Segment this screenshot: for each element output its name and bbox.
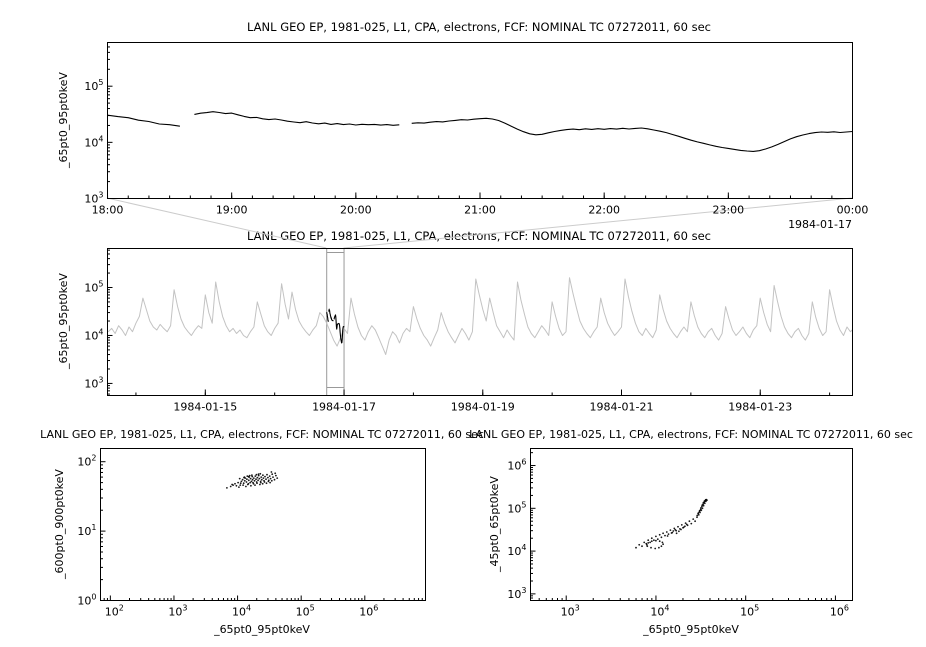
log-tick-label: 106 — [359, 604, 378, 619]
log-tick-label: 103 — [168, 604, 187, 619]
zoom-connectors — [106, 197, 853, 249]
log-tick-label: 105 — [740, 604, 759, 619]
context-plot-ylabel: _65pt0_95pt0keV — [57, 273, 70, 370]
log-tick-label: 105 — [84, 78, 103, 93]
plot-scatter-45-65[interactable]: 103 104 105 106 103 104 105 106 — [507, 448, 853, 619]
scatter-left-xlabel: _65pt0_95pt0keV — [213, 623, 310, 636]
x-tick-label: 21:00 — [464, 204, 496, 217]
y-axis: 100 101 102 — [77, 454, 106, 608]
x-axis: 102 103 104 105 106 — [100, 595, 426, 619]
plot-top-detail[interactable]: 18:00 19:00 20:00 21:00 22:00 23:00 00:0010310… — [84, 42, 869, 217]
scatter-right-xlabel: _65pt0_95pt0keV — [642, 623, 739, 636]
plot-frame — [107, 248, 853, 396]
y-axis: 103 104 105 — [84, 42, 113, 206]
log-tick-label: 105 — [84, 279, 103, 294]
x-tick-label: 20:00 — [340, 204, 372, 217]
scatter-right-ylabel: _45pt0_65pt0keV — [488, 476, 501, 573]
scatter-right-title: LANL GEO EP, 1981-025, L1, CPA, electron… — [469, 428, 913, 441]
series-electron-flux-65-95keV — [107, 111, 853, 152]
x-tick-label: 1984-01-23 — [728, 401, 792, 414]
x-axis: 1984-01-15 1984-01-17 1984-01-19 1984-01-21… — [135, 389, 831, 414]
x-tick-label: 19:00 — [216, 204, 248, 217]
y-axis: 103 104 105 106 — [507, 452, 536, 601]
plot-frame — [100, 448, 426, 601]
x-tick-label: 1984-01-15 — [173, 401, 237, 414]
log-tick-label: 106 — [507, 458, 526, 473]
x-tick-label: 23:00 — [712, 204, 744, 217]
log-tick-label: 103 — [84, 375, 103, 390]
top-plot-title: LANL GEO EP, 1981-025, L1, CPA, electron… — [247, 20, 711, 34]
plot-context-overview[interactable]: 1984-01-15 1984-01-17 1984-01-19 1984-01-21… — [84, 248, 853, 414]
log-tick-label: 105 — [296, 604, 315, 619]
x-axis: 18:00 19:00 20:00 21:00 22:00 23:00 00:00 — [92, 192, 869, 217]
plot-frame — [107, 42, 853, 199]
log-tick-label: 103 — [84, 191, 103, 206]
log-tick-label: 100 — [77, 593, 96, 608]
scatter-points-600-900keV-vs-65-95keV — [226, 471, 279, 489]
log-tick-label: 104 — [84, 327, 103, 342]
series-context-flux-65-95keV — [107, 277, 853, 355]
x-tick-label: 1984-01-17 — [312, 401, 376, 414]
plot-scatter-600-900[interactable]: 102 103 104 105 106 100 101 102 — [77, 448, 426, 619]
x-tick-label: 18:00 — [92, 204, 124, 217]
x-axis: 103 104 105 106 — [530, 595, 849, 619]
plot-frame — [530, 448, 853, 601]
log-tick-label: 101 — [77, 523, 96, 538]
top-plot-ylabel: _65pt0_95pt0keV — [57, 72, 70, 169]
x-tick-label: 1984-01-21 — [590, 401, 654, 414]
selection-band[interactable] — [326, 248, 345, 396]
context-plot-title: LANL GEO EP, 1981-025, L1, CPA, electron… — [247, 229, 711, 243]
log-tick-label: 104 — [84, 134, 103, 149]
top-plot-date-label: 1984-01-17 — [788, 218, 852, 231]
log-tick-label: 103 — [507, 586, 526, 601]
scatter-left-title: LANL GEO EP, 1981-025, L1, CPA, electron… — [40, 428, 484, 441]
log-tick-label: 102 — [105, 604, 124, 619]
log-tick-label: 104 — [650, 604, 669, 619]
log-tick-label: 104 — [232, 604, 251, 619]
x-tick-label: 00:00 — [837, 204, 869, 217]
scatter-left-ylabel: _600pt0_900pt0keV — [53, 469, 66, 580]
plots-group: 18:00 19:00 20:00 21:00 22:00 23:00 00:0010310… — [77, 42, 869, 619]
log-tick-label: 103 — [561, 604, 580, 619]
x-tick-label: 22:00 — [588, 204, 620, 217]
log-tick-label: 102 — [77, 454, 96, 469]
x-tick-label: 1984-01-19 — [451, 401, 515, 414]
log-tick-label: 104 — [507, 543, 526, 558]
scatter-points-45-65keV-vs-65-95keV — [635, 498, 708, 550]
log-tick-label: 106 — [830, 604, 849, 619]
log-tick-label: 105 — [507, 500, 526, 515]
series-highlighted-interval — [326, 308, 345, 344]
y-axis: 103 104 105 — [84, 249, 113, 395]
